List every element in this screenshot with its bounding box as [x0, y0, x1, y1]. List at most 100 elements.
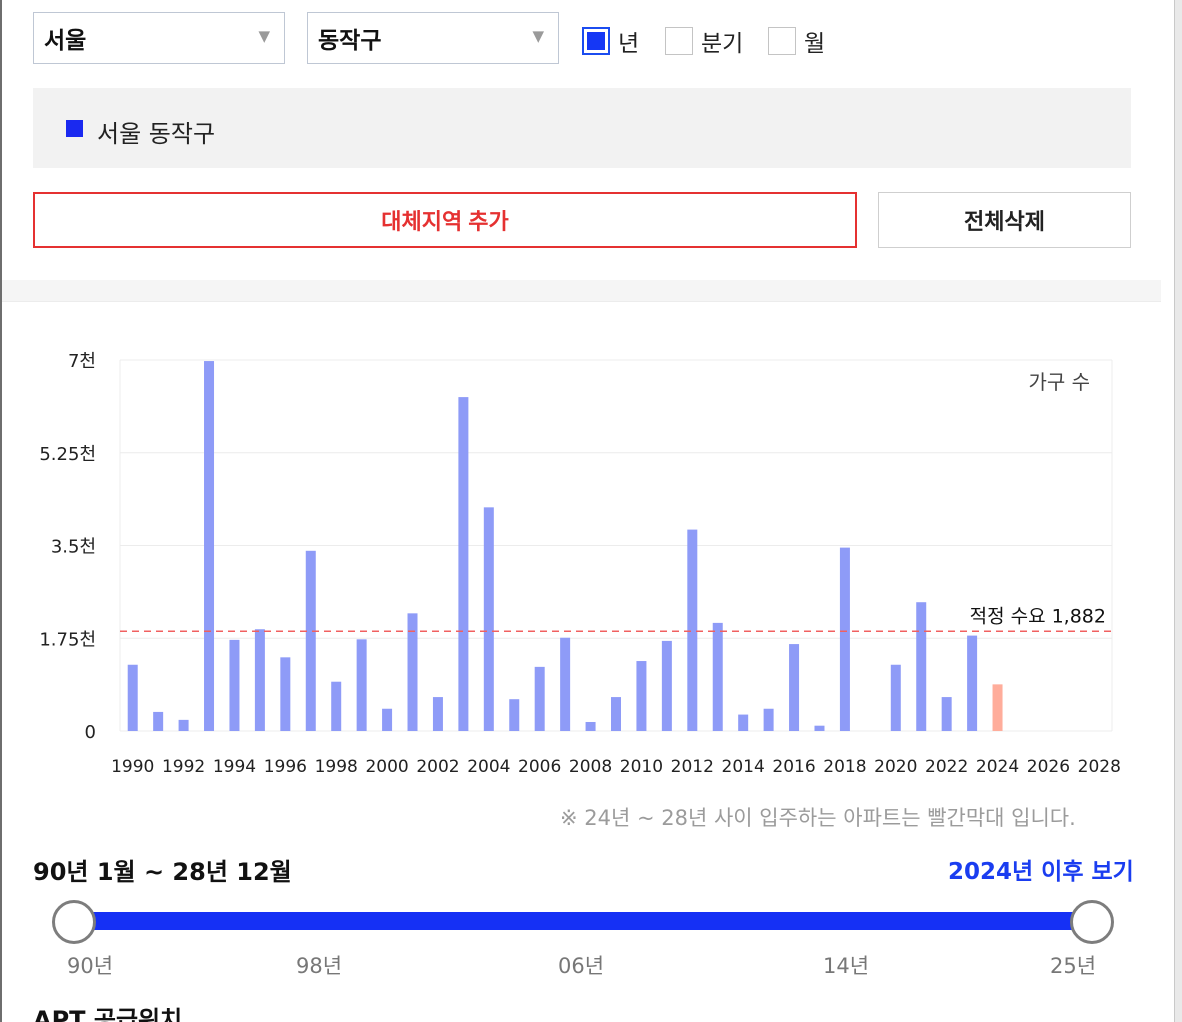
bar[interactable]: [738, 714, 749, 731]
view-after-2024-link[interactable]: 2024년 이후 보기: [948, 859, 1134, 885]
clear-all-button[interactable]: 전체삭제: [878, 192, 1131, 248]
chart-unit-label: 가구 수: [1028, 370, 1090, 394]
bar[interactable]: [560, 637, 571, 731]
district-select[interactable]: 동작구 ▼: [307, 12, 559, 64]
checkbox-checked-icon[interactable]: [582, 27, 610, 55]
supply-bar-chart: 0 1.75천 3.5천 5.25천 7천 1990 1992 1994 1996 1998 20…: [39, 351, 1121, 777]
bar[interactable]: [967, 635, 978, 731]
bar[interactable]: [127, 664, 138, 731]
y-tick-label: 3.5천: [51, 537, 96, 558]
reference-line-label: 적정 수요 1,882: [970, 605, 1106, 627]
city-select-value: 서울: [44, 28, 87, 54]
bar[interactable]: [941, 697, 952, 731]
bar[interactable]: [153, 711, 164, 731]
apt-supply-location-title: APT 공급위치: [33, 1006, 183, 1022]
section-divider: [2, 280, 1161, 302]
bar[interactable]: [356, 639, 367, 731]
bar[interactable]: [916, 602, 927, 731]
bar[interactable]: [585, 721, 596, 731]
district-select-value: 동작구: [318, 28, 382, 54]
period-range-label: 90년 1월 ~ 28년 12월: [33, 858, 292, 886]
x-tick-label: 2008: [569, 757, 612, 777]
bar[interactable]: [763, 708, 774, 731]
bar[interactable]: [305, 550, 316, 731]
x-tick-label: 2028: [1078, 757, 1121, 777]
bar[interactable]: [839, 547, 850, 731]
bar[interactable]: [204, 361, 215, 731]
bar[interactable]: [712, 622, 723, 731]
x-tick-label: 1998: [315, 757, 358, 777]
period-quarter-checkbox[interactable]: 분기: [665, 24, 743, 58]
x-tick-label: 2004: [467, 757, 510, 777]
bar-series: [127, 361, 1003, 731]
bar[interactable]: [432, 697, 443, 731]
legend-color-swatch: [66, 120, 83, 137]
triangle-down-icon: ▼: [258, 27, 270, 45]
city-select[interactable]: 서울 ▼: [33, 12, 285, 64]
x-tick-label: 2016: [772, 757, 815, 777]
bar[interactable]: [789, 644, 800, 731]
add-alternative-region-button[interactable]: 대체지역 추가: [33, 192, 857, 248]
slider-tick-label: 06년: [558, 954, 605, 978]
bar[interactable]: [229, 639, 240, 731]
period-year-checkbox[interactable]: 년: [582, 24, 639, 58]
period-month-label: 월: [804, 31, 826, 57]
bar[interactable]: [509, 699, 520, 731]
bar[interactable]: [534, 666, 545, 731]
triangle-down-icon: ▼: [532, 27, 544, 45]
bar[interactable]: [611, 697, 621, 731]
bar[interactable]: [280, 657, 291, 731]
bar[interactable]: [890, 664, 901, 731]
slider-tick-label: 98년: [296, 954, 343, 978]
bar[interactable]: [483, 507, 494, 731]
checkbox-unchecked-icon[interactable]: [768, 27, 796, 55]
bar[interactable]: [407, 613, 418, 731]
period-year-label: 년: [618, 31, 640, 57]
x-tick-label: 2000: [365, 757, 408, 777]
chart-footnote: ※ 24년 ~ 28년 사이 입주하는 아파트는 빨간막대 입니다.: [560, 806, 1076, 830]
bar[interactable]: [636, 661, 647, 731]
bar[interactable]: [254, 629, 265, 731]
x-axis: 1990 1992 1994 1996 1998 2000 2002 2004 2006 2008…: [111, 757, 1121, 777]
slider-tick-label: 90년: [67, 954, 114, 978]
bar[interactable]: [331, 681, 342, 731]
y-tick-label: 5.25천: [39, 444, 96, 465]
bar[interactable]: [178, 719, 189, 731]
x-tick-label: 1992: [162, 757, 205, 777]
slider-tick-label: 25년: [1050, 954, 1097, 978]
checkbox-unchecked-icon[interactable]: [665, 27, 693, 55]
x-tick-label: 2002: [416, 757, 459, 777]
scrollbar[interactable]: [1174, 0, 1182, 1022]
period-range-slider-track[interactable]: [74, 912, 1092, 930]
bar[interactable]: [992, 684, 1003, 731]
bar[interactable]: [814, 725, 825, 731]
x-tick-label: 2010: [620, 757, 663, 777]
y-axis: 0 1.75천 3.5천 5.25천 7천: [39, 351, 96, 743]
x-tick-label: 2026: [1027, 757, 1070, 777]
y-tick-label: 1.75천: [39, 629, 96, 650]
x-tick-label: 2018: [823, 757, 866, 777]
x-tick-label: 2006: [518, 757, 561, 777]
range-slider-start-handle[interactable]: [52, 900, 96, 944]
selected-region-legend: 서울 동작구: [33, 88, 1131, 168]
x-tick-label: 2020: [874, 757, 917, 777]
range-slider-end-handle[interactable]: [1070, 900, 1114, 944]
y-tick-label: 7천: [68, 351, 96, 372]
x-tick-label: 2012: [671, 757, 714, 777]
bar[interactable]: [458, 397, 469, 731]
bar[interactable]: [687, 529, 698, 731]
chart-grid: [119, 359, 1113, 732]
x-tick-label: 1996: [264, 757, 307, 777]
period-quarter-label: 분기: [701, 31, 744, 57]
legend-region-label: 서울 동작구: [97, 120, 216, 148]
bar[interactable]: [382, 708, 393, 731]
x-tick-label: 2022: [925, 757, 968, 777]
slider-tick-label: 14년: [823, 954, 870, 978]
x-tick-label: 2014: [722, 757, 765, 777]
period-month-checkbox[interactable]: 월: [768, 24, 825, 58]
window-left-border: [0, 0, 2, 1022]
x-tick-label: 2024: [976, 757, 1019, 777]
x-tick-label: 1994: [213, 757, 256, 777]
bar[interactable]: [661, 640, 672, 731]
x-tick-label: 1990: [111, 757, 154, 777]
